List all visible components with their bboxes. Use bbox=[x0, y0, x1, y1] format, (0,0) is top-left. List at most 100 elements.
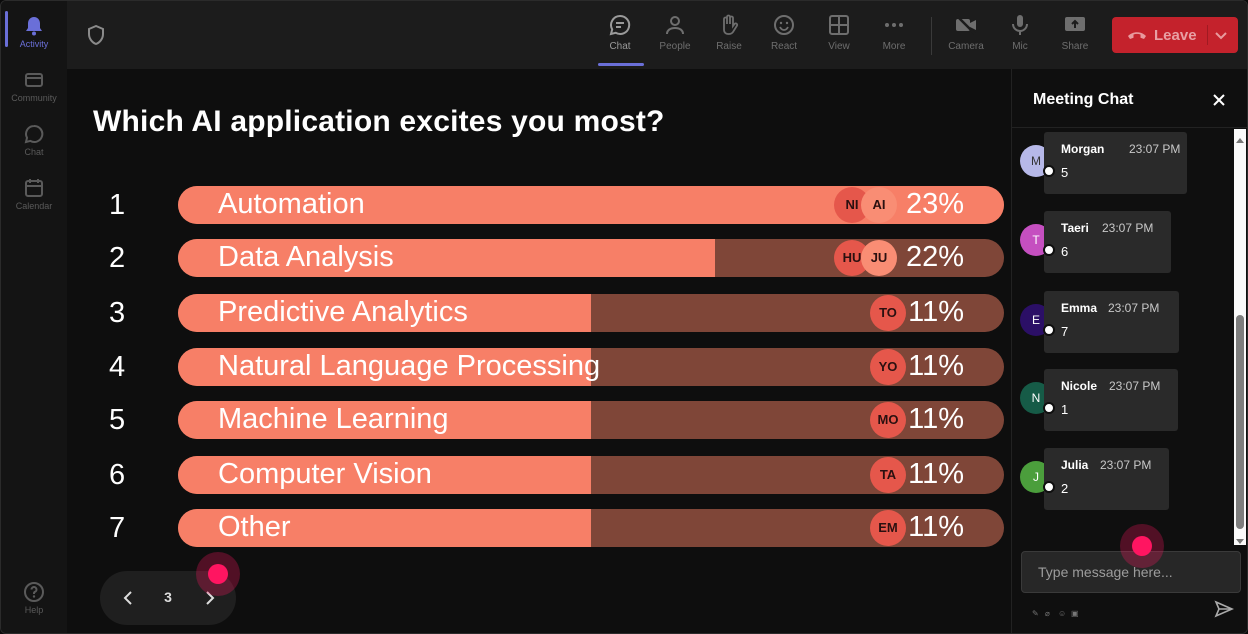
presence-dot bbox=[1043, 481, 1055, 493]
option-number: 2 bbox=[109, 242, 126, 274]
rail-item-help[interactable]: Help bbox=[1, 573, 67, 625]
chat-button[interactable]: Chat bbox=[593, 9, 647, 63]
option-number: 4 bbox=[109, 351, 126, 383]
message-bubble: Morgan 23:07 PM 5 bbox=[1044, 132, 1187, 194]
chevron-down-icon[interactable] bbox=[1212, 26, 1230, 44]
leave-button[interactable]: Leave bbox=[1112, 17, 1238, 53]
rail-item-activity[interactable]: Activity bbox=[1, 7, 67, 59]
chat-scrollbar[interactable] bbox=[1234, 129, 1246, 545]
poll-bar: Automation NI AI 23% bbox=[178, 186, 1004, 224]
poll-bar: Other EM 11% bbox=[178, 509, 1004, 547]
community-icon bbox=[23, 69, 45, 91]
option-percent: 11% bbox=[908, 458, 964, 490]
avatar-initial: J bbox=[1033, 470, 1039, 484]
cursor-indicator bbox=[1132, 536, 1152, 556]
poll-option-row[interactable]: 2 Data Analysis HU JU 22% bbox=[67, 239, 1011, 277]
message-time: 23:07 PM bbox=[1102, 221, 1154, 235]
option-percent: 11% bbox=[908, 296, 964, 328]
camera-button[interactable]: Camera bbox=[939, 9, 993, 63]
format-text-icon[interactable]: ✎ bbox=[1032, 609, 1039, 618]
poll-bar: Data Analysis HU JU 22% bbox=[178, 239, 1004, 277]
page-number: 3 bbox=[164, 589, 172, 605]
rail-item-chat[interactable]: Chat bbox=[1, 115, 67, 167]
message-time: 23:07 PM bbox=[1108, 301, 1160, 315]
chat-message: N Nicole 23:07 PM 1 bbox=[1020, 369, 1232, 433]
rail-active-indicator bbox=[5, 11, 8, 47]
rail-label: Calendar bbox=[15, 201, 53, 211]
voter-avatar: TA bbox=[870, 457, 906, 493]
mic-button[interactable]: Mic bbox=[993, 9, 1047, 63]
poll-option-row[interactable]: 6 Computer Vision TA 11% bbox=[67, 456, 1011, 494]
message-field[interactable] bbox=[1022, 552, 1240, 592]
person-icon bbox=[663, 13, 687, 37]
poll-option-row[interactable]: 5 Machine Learning MO 11% bbox=[67, 401, 1011, 439]
more-label: More bbox=[882, 41, 906, 52]
message-time: 23:07 PM bbox=[1100, 458, 1152, 472]
voter-avatar: EM bbox=[870, 510, 906, 546]
attach-icon[interactable]: ⌀ bbox=[1045, 609, 1050, 618]
more-button[interactable]: More bbox=[867, 9, 921, 63]
poll-bar: Machine Learning MO 11% bbox=[178, 401, 1004, 439]
chat-message: T Taeri 23:07 PM 6 bbox=[1020, 211, 1232, 275]
rail-label: Community bbox=[11, 93, 57, 103]
poll-option-row[interactable]: 7 Other EM 11% bbox=[67, 509, 1011, 547]
react-button[interactable]: React bbox=[757, 9, 811, 63]
poll-option-row[interactable]: 3 Predictive Analytics TO 11% bbox=[67, 294, 1011, 332]
smiley-icon bbox=[772, 13, 796, 37]
message-text: 5 bbox=[1061, 165, 1069, 180]
chat-message-input[interactable] bbox=[1021, 551, 1241, 593]
poll-option-row[interactable]: 1 Automation NI AI 23% bbox=[67, 186, 1011, 224]
rail-label: Chat bbox=[24, 147, 44, 157]
option-percent: 22% bbox=[905, 241, 964, 273]
share-button[interactable]: Share bbox=[1048, 9, 1102, 63]
camera-off-icon bbox=[954, 13, 978, 37]
option-percent: 23% bbox=[905, 188, 964, 220]
chat-panel-title: Meeting Chat bbox=[1033, 91, 1134, 108]
raise-hand-button[interactable]: Raise bbox=[702, 9, 756, 63]
poll-bar-fill bbox=[178, 401, 591, 439]
poll-bar-fill bbox=[178, 456, 591, 494]
option-label: Natural Language Processing bbox=[218, 350, 601, 382]
scroll-up-arrow-icon[interactable] bbox=[1235, 131, 1245, 143]
help-icon bbox=[23, 581, 45, 603]
message-bubble: Julia 23:07 PM 2 bbox=[1044, 448, 1169, 510]
hand-icon bbox=[717, 13, 741, 37]
react-label: React bbox=[770, 41, 798, 52]
shield-icon[interactable] bbox=[87, 24, 105, 46]
send-icon[interactable] bbox=[1214, 600, 1234, 618]
sender-name: Emma bbox=[1061, 301, 1098, 315]
chevron-left-icon[interactable] bbox=[118, 588, 138, 608]
scroll-down-arrow-icon[interactable] bbox=[1235, 533, 1245, 544]
gif-icon[interactable]: ▣ bbox=[1071, 609, 1079, 618]
chevron-right-icon[interactable] bbox=[200, 588, 220, 608]
people-button[interactable]: People bbox=[648, 9, 702, 63]
rail-label: Help bbox=[24, 605, 44, 615]
option-number: 6 bbox=[109, 459, 126, 491]
chat-message: M Morgan 23:07 PM 5 bbox=[1020, 132, 1232, 196]
poll-stage: Which AI application excites you most? 1… bbox=[67, 69, 1011, 633]
close-icon[interactable] bbox=[1210, 91, 1228, 109]
option-number: 7 bbox=[109, 512, 126, 544]
microphone-icon bbox=[1008, 13, 1032, 37]
view-button[interactable]: View bbox=[812, 9, 866, 63]
leave-divider bbox=[1207, 25, 1208, 45]
option-label: Computer Vision bbox=[218, 458, 432, 490]
share-label: Share bbox=[1061, 41, 1089, 52]
rail-item-calendar[interactable]: Calendar bbox=[1, 169, 67, 221]
poll-question: Which AI application excites you most? bbox=[93, 105, 665, 138]
calendar-icon bbox=[23, 177, 45, 199]
scrollbar-thumb[interactable] bbox=[1236, 315, 1244, 529]
presence-dot bbox=[1043, 165, 1055, 177]
poll-option-row[interactable]: 4 Natural Language Processing YO 11% bbox=[67, 348, 1011, 386]
emoji-icon[interactable]: ☺ bbox=[1058, 609, 1067, 618]
mic-label: Mic bbox=[1012, 41, 1028, 52]
voter-avatar: AI bbox=[861, 187, 897, 223]
poll-bar-fill bbox=[178, 294, 591, 332]
presence-dot bbox=[1043, 244, 1055, 256]
rail-item-community[interactable]: Community bbox=[1, 61, 67, 113]
toolbar-divider bbox=[931, 17, 932, 55]
message-bubble: Emma 23:07 PM 7 bbox=[1044, 291, 1179, 353]
grid-icon bbox=[827, 13, 851, 37]
raise-label: Raise bbox=[716, 41, 742, 52]
